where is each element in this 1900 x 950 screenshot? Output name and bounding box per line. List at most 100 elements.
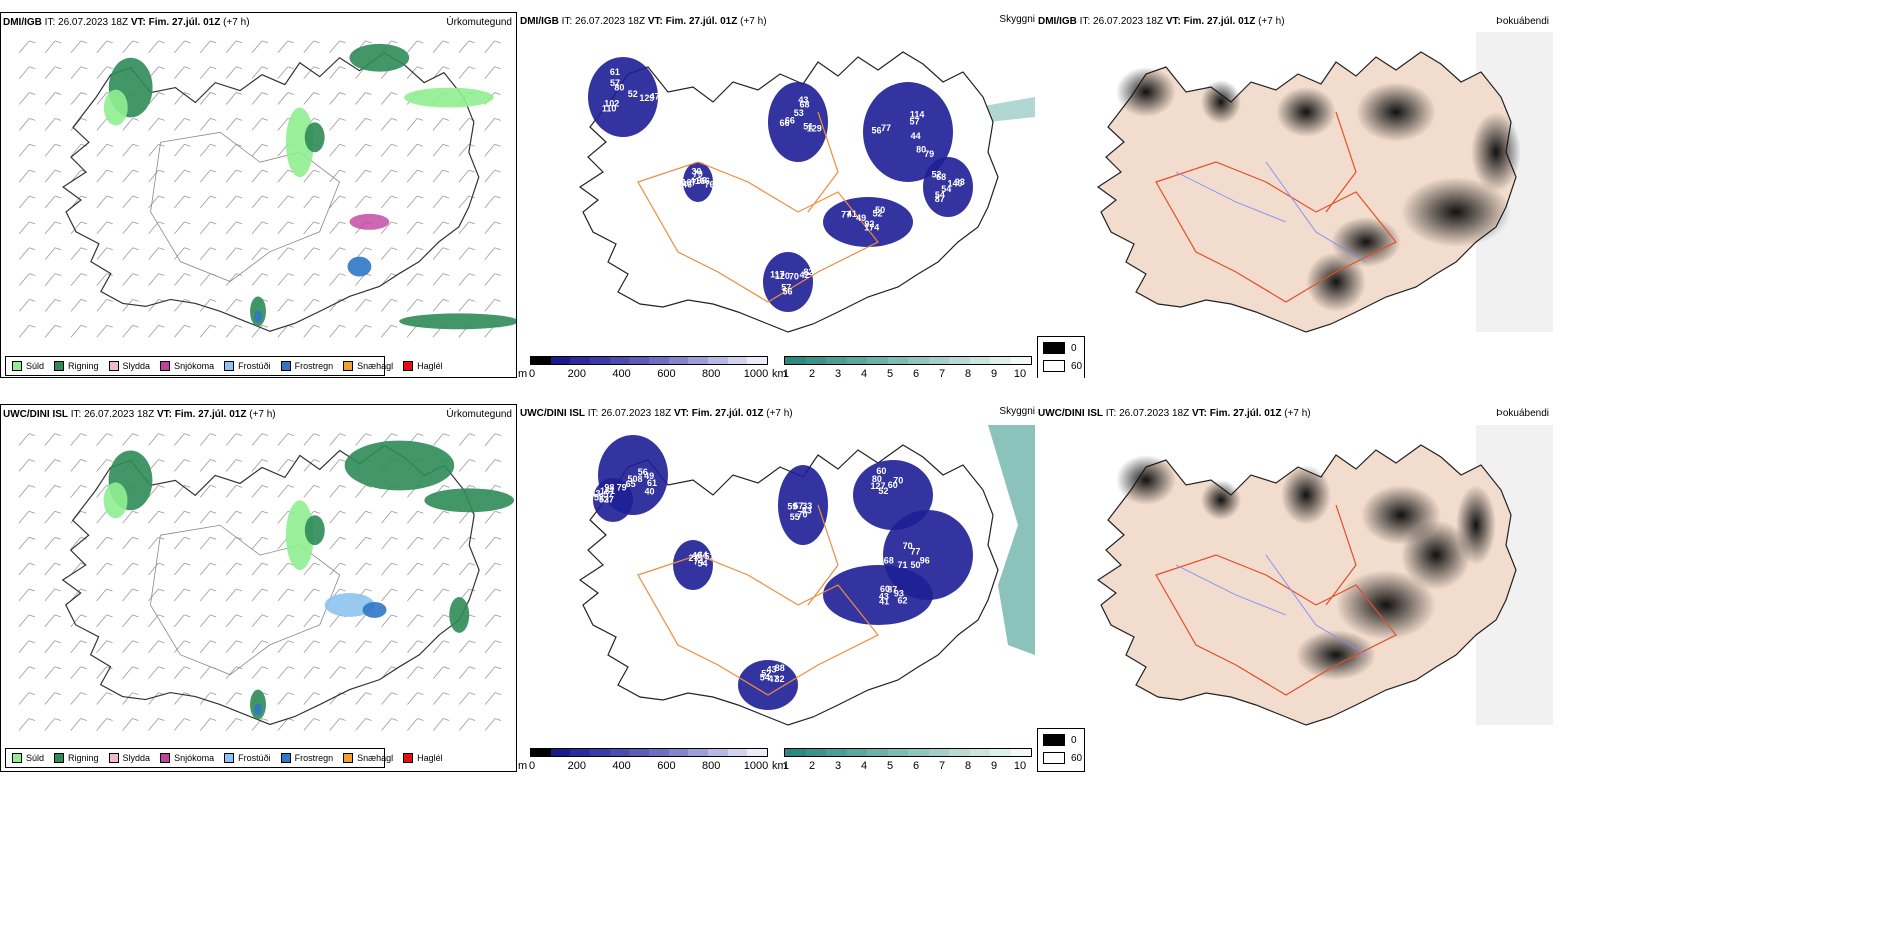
- cloud-base-label: 51: [704, 551, 714, 561]
- fog-legend-item: 0: [1043, 734, 1077, 746]
- cloud-base-label: 54: [935, 190, 945, 200]
- legend-swatch: [224, 753, 235, 763]
- legend-label: Snjókoma: [174, 361, 215, 371]
- cloud-base-label: 55: [790, 512, 800, 522]
- cloud-base-label: 51: [803, 122, 813, 132]
- panel-variable: Þokuábendi: [1496, 408, 1549, 419]
- colorbar-tick: 9: [990, 368, 998, 378]
- cloud-base-label: 129: [807, 123, 822, 133]
- cloud-base-label: 80: [916, 144, 926, 154]
- cloud-base-label: 33: [802, 501, 812, 511]
- cloud-base-label: 62: [898, 596, 908, 606]
- cloud-base-labels: 5637273352609654495240831278750526152647…: [591, 466, 930, 684]
- colorbar-tick: 800: [702, 760, 721, 772]
- panel-title: DMI/IGB IT: 26.07.2023 18Z VT: Fim. 27.j…: [3, 17, 250, 28]
- legend-swatch: [280, 753, 291, 763]
- cloud-base-label: 57: [909, 116, 919, 126]
- legend-swatch: [160, 361, 171, 371]
- legend-item: Snjókoma: [160, 361, 214, 371]
- legend-label: Frostúði: [238, 753, 271, 763]
- cloud-base-label: 96: [697, 175, 707, 185]
- cloud-base-label: 52: [599, 495, 609, 505]
- colorbar-tick: 600: [657, 368, 676, 378]
- precip-area: [347, 256, 372, 277]
- cloud-base-label: 83: [802, 505, 812, 515]
- cloud-base-label: 80: [614, 82, 624, 92]
- cloud-base-label: 68: [936, 172, 946, 182]
- cloud-base-label: 61: [610, 67, 620, 77]
- cloud-base-label: 57: [781, 283, 791, 293]
- rivers: [1175, 554, 1367, 656]
- low-cloud-area: [588, 57, 658, 137]
- cloud-base-label: 70: [893, 475, 903, 485]
- precip-area: [344, 440, 455, 491]
- cloud-base-label: 79: [924, 149, 934, 159]
- precip-area: [304, 122, 325, 153]
- colorbar-unit: m: [518, 368, 528, 378]
- low-cloud-area: [673, 540, 713, 590]
- cloud-base-label: 80: [872, 474, 882, 484]
- precip-panel-bottom: UWC/DINI ISL IT: 26.07.2023 18Z VT: Fim.…: [0, 404, 517, 772]
- precip-area: [304, 515, 325, 546]
- fog-area: [1336, 570, 1436, 640]
- legend-label: 0: [1071, 342, 1077, 354]
- legend-item: Frostúði: [224, 361, 271, 371]
- legend-label: Rigning: [68, 753, 99, 763]
- legend-label: Frostregn: [294, 753, 334, 763]
- cloud-base-label: 77: [881, 123, 891, 133]
- low-cloud-area: [863, 82, 953, 182]
- legend-label: 60: [1071, 360, 1083, 372]
- cloud-base-colorbar: m 0 200 400 600 800 1000: [518, 748, 783, 772]
- fog-index-legend: 0 60: [1037, 728, 1085, 772]
- panel-variable: Þokuábendi: [1496, 16, 1549, 27]
- cloud-base-label: 50: [875, 205, 885, 215]
- panel-variable: Úrkomutegund: [446, 409, 512, 420]
- colorbar-unit: m: [518, 760, 528, 772]
- fog-area: [1331, 217, 1401, 267]
- precip-area: [349, 213, 390, 230]
- legend-label: Frostúði: [238, 361, 271, 371]
- precip-area: [103, 89, 128, 126]
- cloud-base-label: 127: [871, 481, 886, 491]
- cloud-base-label: 92: [864, 219, 874, 229]
- colorbar-swatches: [784, 356, 1032, 365]
- legend-label: Slydda: [122, 361, 151, 371]
- cloud-base-label: 56: [638, 467, 648, 477]
- legend-label: Frostregn: [294, 361, 334, 371]
- cloud-base-label: 93: [955, 177, 965, 187]
- precip-area: [349, 43, 410, 72]
- legend-label: Snæhagl: [357, 361, 394, 371]
- panel-title: UWC/DINI ISL IT: 26.07.2023 18Z VT: Fim.…: [1038, 408, 1311, 419]
- cloud-base-label: 43: [798, 95, 808, 105]
- precip-area: [424, 488, 515, 513]
- low-cloud-area: [738, 660, 798, 710]
- colorbar-tick: 10: [1013, 368, 1027, 378]
- low-cloud-area: [823, 197, 913, 247]
- precip-area: [399, 313, 516, 330]
- cloud-base-label: 60: [880, 584, 890, 594]
- cloud-base-label: 88: [775, 663, 785, 673]
- cloud-base-label: 60: [876, 466, 886, 476]
- precip-panel-top: DMI/IGB IT: 26.07.2023 18Z VT: Fim. 27.j…: [0, 12, 517, 378]
- colorbar-tick: 0: [528, 760, 536, 772]
- colorbar-tick: 2: [808, 368, 816, 378]
- colorbar-swatches: [784, 748, 1032, 757]
- cloud-base-label: 102: [604, 98, 619, 108]
- low-cloud-area: [778, 465, 828, 545]
- colorbar-tick: 8: [964, 760, 972, 772]
- legend-label: 60: [1071, 752, 1083, 764]
- colorbar-unit: km: [772, 760, 787, 772]
- cloud-base-label: 70: [903, 541, 913, 551]
- wind-barbs: [19, 40, 501, 338]
- fog-area: [1276, 87, 1336, 137]
- legend-label: Súld: [26, 361, 45, 371]
- low-cloud-area: [883, 510, 973, 600]
- precip-area: [285, 500, 314, 571]
- legend-item: Snæhagl: [343, 753, 393, 763]
- fog-area: [1116, 455, 1176, 505]
- low-cloud-area: [923, 157, 973, 217]
- precip-type-map: [18, 433, 515, 731]
- fog-index-map: [1096, 32, 1553, 333]
- cloud-base-label: 167: [681, 178, 696, 188]
